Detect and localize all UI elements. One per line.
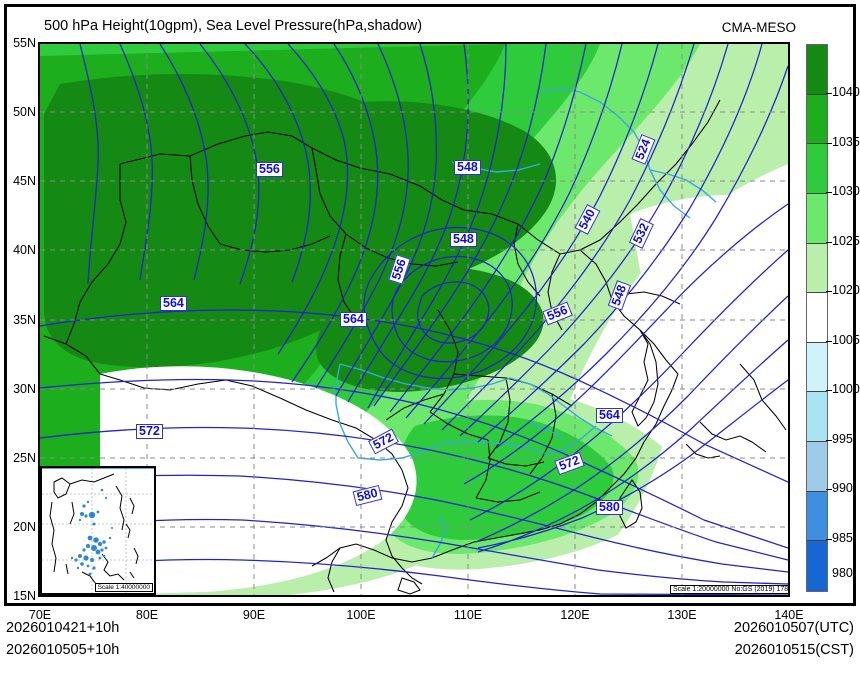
x-tick-label: 110E (453, 608, 483, 622)
colorbar-tick-label: 1020 (832, 283, 860, 297)
footer-run-time-local: 2026010505+10h (6, 642, 120, 658)
footer-valid-time-cst: 2026010515(CST) (734, 642, 854, 658)
colorbar-tick-label: 980 (832, 566, 853, 580)
shade-1030-se (396, 415, 614, 540)
colorbar-tick-label: 1040 (832, 85, 860, 99)
y-tick-label: 30N (13, 382, 36, 396)
colorbar-tick-label: 985 (832, 531, 853, 545)
colorbar-swatch (807, 243, 827, 294)
x-tick-label: 70E (28, 608, 52, 622)
y-tick-label: 25N (13, 451, 36, 465)
contour-label: 556 (256, 162, 283, 177)
colorbar-swatch (807, 392, 827, 442)
lat-lon-grid (40, 44, 788, 595)
contour-label: 548 (450, 232, 477, 247)
x-tick-label: 100E (346, 608, 376, 622)
colorbar[interactable] (806, 44, 828, 592)
colorbar-swatch (807, 442, 827, 492)
x-tick-label: 120E (560, 608, 590, 622)
x-tick-label: 140E (774, 608, 804, 622)
colorbar-swatch (807, 94, 827, 145)
inset-scale-stamp: Scale 1:40000000 (94, 583, 153, 592)
colorbar-tick-label: 1030 (832, 184, 860, 198)
colorbar-tick-label: 1000 (832, 382, 860, 396)
colorbar-swatch (807, 144, 827, 194)
colorbar-tick-label: 1025 (832, 234, 860, 248)
colorbar-tick-label: 990 (832, 481, 853, 495)
y-tick-label: 40N (13, 243, 36, 257)
x-tick-label: 130E (667, 608, 697, 622)
colorbar-swatch (807, 293, 827, 343)
x-tick-label: 90E (242, 608, 266, 622)
footer-run-time: 2026010421+10h (6, 620, 120, 636)
contour-label: 564 (160, 296, 187, 311)
contour-label: 548 (454, 160, 481, 175)
colorbar-swatch (807, 193, 827, 244)
shade-1005-1020-sw (100, 366, 417, 595)
contour-label: 580 (596, 500, 623, 515)
footer-valid-time-utc: 2026010507(UTC) (733, 620, 854, 636)
shade-white-east (560, 194, 788, 595)
colorbar-tick-label: 995 (832, 432, 853, 446)
contour-label: 564 (596, 408, 623, 423)
map-graphics (40, 44, 788, 595)
contour-label: 572 (136, 424, 163, 439)
y-tick-label: 15N (13, 589, 36, 603)
map-scale-stamp: Scale 1:20000000 No:GS (2019) 1786 (670, 585, 788, 594)
y-tick-label: 50N (13, 105, 36, 119)
x-tick-label: 80E (135, 608, 159, 622)
y-tick-label: 55N (13, 36, 36, 50)
y-tick-label: 35N (13, 313, 36, 327)
colorbar-tick-label: 1035 (832, 135, 860, 149)
model-label: CMA-MESO (721, 20, 796, 35)
colorbar-swatch (807, 45, 827, 95)
inset-map[interactable]: Scale 1:40000000 (40, 466, 156, 595)
colorbar-swatch (807, 491, 827, 542)
page-title: 500 hPa Height(10gpm), Sea Level Pressur… (44, 18, 423, 34)
colorbar-swatch (807, 541, 827, 591)
map-plot-area[interactable]: Scale 1:20000000 No:GS (2019) 1786 (38, 42, 790, 597)
contour-label: 564 (340, 312, 367, 327)
colorbar-tick-label: 1005 (832, 333, 860, 347)
y-tick-label: 45N (13, 174, 36, 188)
y-tick-label: 20N (13, 520, 36, 534)
colorbar-swatch (807, 342, 827, 393)
inset-map-graphics (42, 468, 154, 593)
